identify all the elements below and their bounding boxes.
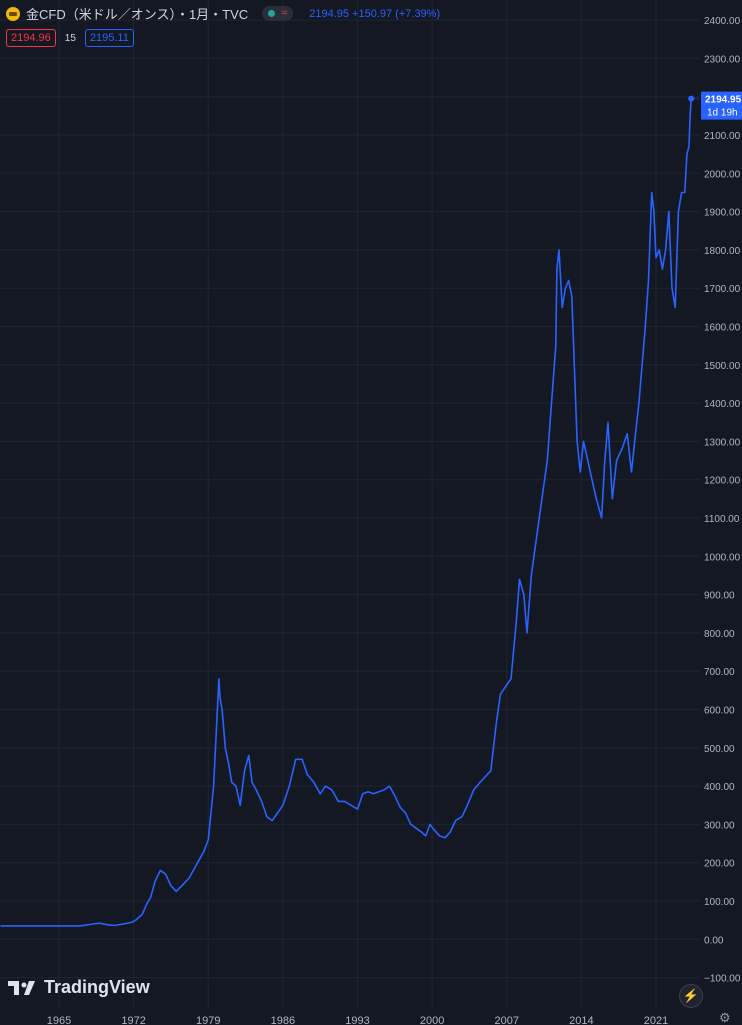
y-tick-label: 100.00 bbox=[704, 897, 735, 908]
y-tick-label: 1100.00 bbox=[704, 514, 740, 525]
y-tick-label: 700.00 bbox=[704, 667, 735, 678]
last-price-label-bg bbox=[701, 91, 742, 120]
y-tick-label: 1500.00 bbox=[704, 361, 741, 372]
buy-price-button[interactable]: 2195.11 bbox=[84, 29, 134, 47]
gear-icon[interactable]: ⚙ bbox=[719, 1010, 731, 1025]
x-tick-label: 1979 bbox=[196, 1015, 220, 1024]
price-line bbox=[0, 98, 692, 927]
y-tick-label: 1700.00 bbox=[704, 284, 741, 295]
last-price-marker: 2194.95 1d 19h bbox=[688, 91, 742, 120]
y-tick-label: 500.00 bbox=[704, 744, 735, 755]
x-tick-label: 2014 bbox=[569, 1015, 593, 1024]
y-tick-label: 200.00 bbox=[704, 859, 735, 870]
y-tick-label: −100.00 bbox=[704, 974, 741, 985]
logo-text: TradingView bbox=[44, 977, 150, 997]
y-tick-label: 1000.00 bbox=[704, 552, 741, 563]
countdown-label: 1d 19h bbox=[707, 108, 738, 119]
y-tick-label: 1800.00 bbox=[704, 246, 741, 257]
tilde-wave-icon: ≈ bbox=[281, 7, 288, 19]
y-tick-label: 2400.00 bbox=[704, 16, 741, 27]
y-tick-label: 2000.00 bbox=[704, 169, 741, 180]
last-price-dot bbox=[688, 95, 695, 102]
y-tick-label: 1300.00 bbox=[704, 437, 741, 448]
y-tick-label: 1200.00 bbox=[704, 476, 741, 487]
y-tick-label: 400.00 bbox=[704, 782, 735, 793]
x-tick-label: 1972 bbox=[121, 1015, 145, 1024]
grid-lines bbox=[0, 0, 700, 1010]
y-tick-label: 2300.00 bbox=[704, 54, 741, 65]
series-layer bbox=[0, 98, 692, 927]
bolt-icon[interactable]: ⚡ bbox=[679, 984, 703, 1008]
x-tick-label: 1986 bbox=[271, 1015, 295, 1024]
y-tick-label: 0.00 bbox=[704, 935, 724, 946]
y-tick-label: 2100.00 bbox=[704, 131, 741, 142]
y-tick-label: 1400.00 bbox=[704, 399, 741, 410]
y-tick-label: 300.00 bbox=[704, 820, 735, 831]
tradingview-logo-icon bbox=[8, 980, 35, 995]
last-price-label: 2194.95 bbox=[705, 95, 742, 106]
y-tick-label: 900.00 bbox=[704, 591, 735, 602]
status-pill[interactable]: ≈ bbox=[262, 6, 294, 21]
market-open-dot-icon bbox=[268, 10, 276, 17]
quote-row: 2194.96 15 2195.11 bbox=[6, 29, 134, 47]
x-axis[interactable]: 1965 1972 1979 1986 1993 2000 2007 2014 2021 bbox=[47, 1015, 668, 1024]
y-tick-label: 800.00 bbox=[704, 629, 735, 640]
spread-value: 15 bbox=[64, 32, 76, 44]
y-axis[interactable]: −100.00 0.00 100.00 200.00 300.00 400.00 500.0… bbox=[704, 16, 741, 985]
tradingview-logo[interactable]: TradingView bbox=[8, 977, 150, 998]
y-tick-label: 1900.00 bbox=[704, 208, 741, 219]
symbol-title[interactable]: 金CFD（米ドル／オンス）・1月・TVC bbox=[26, 7, 249, 22]
x-tick-label: 1965 bbox=[47, 1015, 71, 1024]
chart-legend[interactable]: 金CFD（米ドル／オンス）・1月・TVC ≈ 2194.95 +150.97 (… bbox=[6, 4, 440, 23]
x-tick-label: 2021 bbox=[644, 1015, 668, 1024]
sell-price-button[interactable]: 2194.96 bbox=[6, 29, 56, 47]
x-tick-label: 1993 bbox=[345, 1015, 369, 1024]
x-tick-label: 2007 bbox=[495, 1015, 519, 1024]
x-tick-label: 2000 bbox=[420, 1015, 444, 1024]
price-change-readout: 2194.95 +150.97 (+7.39%) bbox=[309, 7, 441, 20]
gold-symbol-icon bbox=[6, 6, 20, 21]
y-tick-label: 1600.00 bbox=[704, 323, 741, 334]
y-tick-label: 600.00 bbox=[704, 706, 735, 717]
